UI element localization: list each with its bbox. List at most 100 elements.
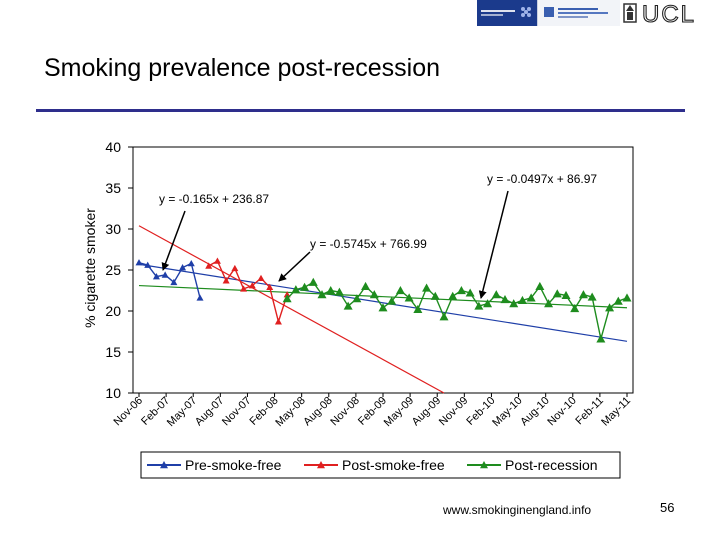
data-point xyxy=(535,281,545,290)
data-point xyxy=(605,303,615,312)
annotations: y = -0.165x + 236.87 y = -0.5745x + 766.9… xyxy=(159,172,597,299)
data-point xyxy=(334,287,344,296)
y-tick-label: 40 xyxy=(105,139,121,155)
data-point xyxy=(274,318,282,325)
series-post-smoke-free xyxy=(205,257,291,325)
data-point xyxy=(613,296,623,305)
data-point xyxy=(596,334,606,343)
data-point xyxy=(152,273,160,280)
data-point xyxy=(439,312,449,321)
x-tick-label: Nov-07 xyxy=(220,395,254,429)
x-tick-label: Nov-10 xyxy=(545,395,579,429)
cruk-logo xyxy=(477,0,537,26)
trendline xyxy=(138,263,628,342)
data-point xyxy=(282,294,292,303)
data-point xyxy=(161,271,169,278)
data-point xyxy=(378,303,388,312)
annotation-arrow xyxy=(478,190,509,299)
data-point xyxy=(257,274,265,281)
legend-label: Post-smoke-free xyxy=(342,457,445,473)
data-point xyxy=(222,277,230,284)
data-point xyxy=(361,281,371,290)
svg-text:UCL: UCL xyxy=(642,1,696,25)
data-point xyxy=(483,299,493,308)
data-point xyxy=(240,285,248,292)
data-point xyxy=(135,259,143,266)
x-tick-label: May-09 xyxy=(382,395,416,429)
data-point xyxy=(187,259,195,267)
data-point xyxy=(369,290,379,299)
data-point xyxy=(422,283,432,292)
legend-swatch-marker xyxy=(480,461,488,469)
footer-url[interactable]: www.smokinginengland.info xyxy=(443,503,592,517)
legend-label: Post-recession xyxy=(505,457,598,473)
legend-swatch-marker xyxy=(160,461,168,469)
data-point xyxy=(387,296,397,305)
data-point xyxy=(213,257,221,264)
y-tick-label: 25 xyxy=(105,262,121,278)
data-point xyxy=(570,304,580,313)
data-point xyxy=(430,291,440,300)
y-axis-label: % cigarette smoker xyxy=(82,208,98,328)
data-point xyxy=(456,286,466,295)
data-point xyxy=(622,293,632,302)
series-line xyxy=(208,259,288,325)
x-tick-label: Nov-09 xyxy=(437,395,471,429)
series-layer xyxy=(135,257,632,343)
data-point xyxy=(352,294,362,303)
series-line xyxy=(138,261,201,299)
legend-label: Pre-smoke-free xyxy=(185,457,282,473)
data-point xyxy=(544,299,554,308)
data-point xyxy=(404,293,414,302)
data-point xyxy=(413,304,423,313)
data-point xyxy=(179,264,187,271)
trendline xyxy=(138,225,445,394)
data-point xyxy=(291,285,301,294)
legend: Pre-smoke-free Post-smoke-free Post-recess… xyxy=(140,451,621,479)
ucl-logo: UCL xyxy=(620,0,720,26)
y-tick-label: 20 xyxy=(105,303,121,319)
logo-strip: UCL xyxy=(477,0,720,26)
data-point xyxy=(561,290,571,300)
y-tick-label: 30 xyxy=(105,221,121,237)
x-tick-label: May-10 xyxy=(490,395,524,429)
data-point xyxy=(395,286,405,295)
x-tick-label: Aug-10 xyxy=(518,395,552,429)
series-line xyxy=(286,281,628,340)
y-tick-label: 35 xyxy=(105,180,121,196)
data-point xyxy=(300,282,310,291)
data-point xyxy=(578,290,588,299)
legend-box xyxy=(140,451,621,479)
data-point xyxy=(465,288,475,297)
series-pre-smoke-free xyxy=(135,259,204,301)
slide-title: Smoking prevalence post-recession xyxy=(44,54,441,82)
data-point xyxy=(587,292,597,301)
annotation-arrow xyxy=(161,210,186,271)
annotation-label: y = -0.165x + 236.87 xyxy=(159,192,269,206)
data-point xyxy=(343,301,353,310)
annotation-label: y = -0.0497x + 86.97 xyxy=(487,172,597,186)
x-tick-label: May-07 xyxy=(165,395,199,429)
data-point xyxy=(170,278,178,286)
annotation-arrow xyxy=(278,251,311,282)
x-tick-label: May-11 xyxy=(599,395,633,429)
y-tick-label: 10 xyxy=(105,385,121,401)
data-point xyxy=(448,291,458,300)
data-point xyxy=(317,290,327,299)
legend-swatch-marker xyxy=(317,461,325,469)
y-tick-label: 15 xyxy=(105,344,121,360)
x-tick-label: Aug-07 xyxy=(193,395,227,429)
x-tick-label: Aug-09 xyxy=(410,395,444,429)
data-point xyxy=(144,261,152,268)
data-point xyxy=(517,295,527,304)
series-post-recession xyxy=(282,277,632,343)
data-point xyxy=(326,286,336,295)
x-tick-label: May-08 xyxy=(273,395,307,429)
x-tick-label: Nov-08 xyxy=(328,395,362,429)
data-point xyxy=(248,282,256,289)
x-tick-label: Aug-08 xyxy=(301,395,335,429)
data-point xyxy=(509,299,519,308)
title-underline xyxy=(36,109,685,112)
page-number: 56 xyxy=(660,500,675,515)
